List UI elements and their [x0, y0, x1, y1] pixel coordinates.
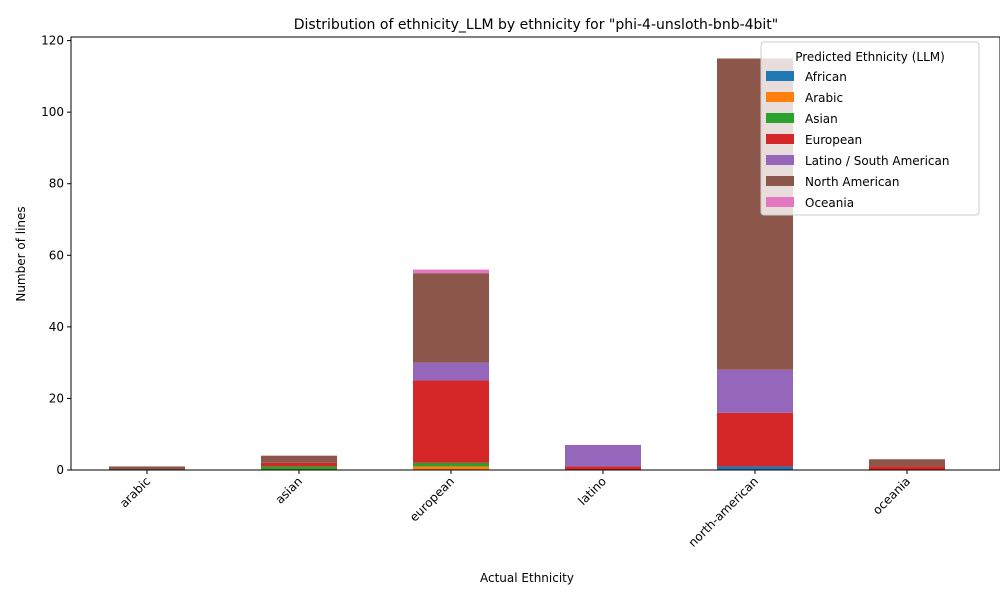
y-tick-label: 80	[49, 177, 64, 191]
legend-items: African Arabic Asian European Latino / South…	[766, 70, 950, 210]
bar-oceania-north-american	[869, 459, 945, 467]
bars-layer	[109, 58, 945, 470]
x-tick-label: european	[407, 474, 457, 524]
bar-european-oceania	[413, 269, 489, 274]
legend-entry: African	[805, 70, 847, 84]
y-tick-label: 20	[49, 391, 64, 405]
bar-european-latino-south-american	[413, 362, 489, 381]
x-axis-ticks: arabic asian european latino north-american o…	[117, 470, 913, 550]
bar-european-arabic	[413, 466, 489, 470]
chart-title: Distribution of ethnicity_LLM by ethnici…	[294, 17, 779, 33]
bar-latino-latino-south-american	[565, 444, 641, 467]
bar-arabic-north-american	[109, 466, 185, 470]
bar-european-north-american	[413, 273, 489, 363]
bar-latino-european	[565, 466, 641, 470]
legend-entry: Oceania	[805, 196, 854, 210]
bar-north-american-african	[717, 466, 793, 470]
y-tick-label: 100	[41, 105, 64, 119]
legend-swatch	[766, 176, 794, 186]
y-axis-ticks: 0 20 40 60 80 100 120	[41, 34, 71, 477]
legend-swatch	[766, 113, 794, 123]
legend-swatch	[766, 71, 794, 81]
x-tick-label: asian	[273, 474, 305, 506]
legend-entry: Latino / South American	[805, 154, 950, 168]
legend-swatch	[766, 134, 794, 144]
legend-entry: Arabic	[805, 91, 843, 105]
y-tick-label: 40	[49, 320, 64, 334]
bar-asian-asian	[261, 466, 337, 470]
bar-asian-north-american	[261, 455, 337, 463]
legend-swatch	[766, 197, 794, 207]
bar-european-asian	[413, 462, 489, 467]
bar-oceania-european	[869, 466, 945, 470]
legend-entry: North American	[805, 175, 899, 189]
bar-european-european	[413, 380, 489, 463]
y-tick-label: 0	[56, 463, 64, 477]
x-axis-label: Actual Ethnicity	[480, 571, 574, 585]
x-tick-label: arabic	[117, 474, 153, 510]
y-tick-label: 60	[49, 248, 64, 262]
x-tick-label: north-american	[686, 474, 762, 550]
legend-box	[760, 41, 980, 216]
x-tick-label: latino	[575, 474, 609, 508]
axes-layer	[70, 36, 1000, 471]
legend-entry: Asian	[805, 112, 838, 126]
y-tick-label: 120	[41, 34, 64, 48]
x-tick-label: oceania	[870, 474, 913, 517]
plot-frame	[70, 36, 1000, 471]
bar-north-american-latino-south-american	[717, 369, 793, 413]
legend-swatch	[766, 155, 794, 165]
bar-asian-european	[261, 462, 337, 467]
y-axis-label: Number of lines	[14, 206, 28, 301]
bar-north-american-european	[717, 412, 793, 467]
legend-entry: European	[805, 133, 862, 147]
legend-swatch	[766, 92, 794, 102]
legend: Predicted Ethnicity (LLM) AfricanArabicA…	[760, 41, 980, 216]
legend-title: Predicted Ethnicity (LLM)	[795, 50, 945, 64]
